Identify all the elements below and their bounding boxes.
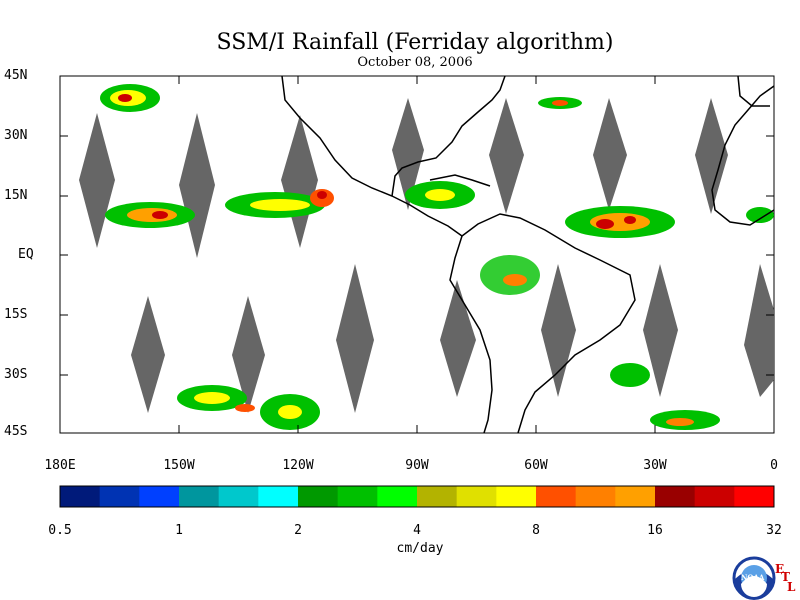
colorbar-segment xyxy=(99,486,140,507)
colorbar-segment xyxy=(575,486,616,507)
lat-label: 45S xyxy=(4,424,28,439)
rain-patch xyxy=(565,206,675,238)
colorbar-tick-label: 32 xyxy=(766,523,782,538)
rain-patch xyxy=(225,189,334,218)
map-title: SSM/I Rainfall (Ferriday algorithm) xyxy=(216,30,614,55)
colorbar-segment xyxy=(734,486,775,507)
lat-label: 30N xyxy=(4,128,28,143)
colorbar-segment xyxy=(179,486,220,507)
swath-gap xyxy=(232,296,265,413)
colorbar-segment xyxy=(496,486,537,507)
colorbar-segment xyxy=(417,486,458,507)
swath-gap xyxy=(336,264,374,413)
lon-label: 0 xyxy=(770,458,778,473)
rain-patch xyxy=(610,363,650,387)
lon-label: 30W xyxy=(643,458,667,473)
lon-label: 150W xyxy=(163,458,195,473)
rain-patch xyxy=(480,255,540,295)
swath-gap xyxy=(179,113,215,258)
south-america-coast xyxy=(461,213,636,434)
swath-gap xyxy=(281,115,318,248)
lat-label: EQ xyxy=(18,247,34,262)
colorbar-segment xyxy=(456,486,497,507)
map-date: October 08, 2006 xyxy=(357,55,473,70)
greenland-coast xyxy=(737,75,770,107)
colorbar-segment xyxy=(655,486,696,507)
colorbar-segment xyxy=(60,486,101,507)
rain-patch xyxy=(100,84,160,112)
coastlines xyxy=(281,75,775,434)
colorbar-frame xyxy=(59,485,775,508)
colorbar-segment xyxy=(298,486,339,507)
lab-letter: E xyxy=(775,562,785,576)
noaa-logo-text: NOAA xyxy=(741,573,765,582)
north-america-coast xyxy=(281,75,463,237)
lat-label: 15S xyxy=(4,307,28,322)
swath-gap xyxy=(79,113,115,248)
colorbar-units: cm/day xyxy=(396,541,444,556)
swath-gap xyxy=(643,264,678,397)
colorbar-tick-label: 0.5 xyxy=(48,523,72,538)
lon-label: 60W xyxy=(524,458,548,473)
axis-ticks xyxy=(59,75,775,434)
swath-gap xyxy=(440,280,476,397)
colorbar-tick-label: 8 xyxy=(532,523,540,538)
colorbar-segment xyxy=(337,486,378,507)
colorbar-segment xyxy=(694,486,735,507)
colorbar-tick-label: 1 xyxy=(175,523,183,538)
swath-gap xyxy=(489,98,524,214)
rain-patch xyxy=(650,410,720,430)
south-america-west-coast xyxy=(449,235,493,434)
swath-gap xyxy=(695,98,728,214)
rain-patch xyxy=(105,202,195,228)
rain-patch xyxy=(405,181,475,209)
rain-patch xyxy=(260,394,320,430)
rain-patch xyxy=(538,97,582,109)
swath-gap xyxy=(593,98,627,210)
rain-patch xyxy=(177,385,255,412)
gulf-coast xyxy=(391,75,506,197)
colorbar-segment xyxy=(615,486,656,507)
lat-label: 15N xyxy=(4,188,28,203)
lat-label: 30S xyxy=(4,367,28,382)
colorbar-segment xyxy=(139,486,180,507)
colorbar xyxy=(60,486,775,507)
colorbar-segment xyxy=(377,486,418,507)
swath-gap xyxy=(541,264,576,397)
lon-label: 120W xyxy=(282,458,314,473)
no-data-swaths xyxy=(79,98,774,413)
lon-label: 180E xyxy=(44,458,76,473)
noaa-logo xyxy=(732,556,776,600)
lon-label: 90W xyxy=(405,458,429,473)
swath-gap xyxy=(392,98,424,210)
colorbar-tick-label: 2 xyxy=(294,523,302,538)
colorbar-tick-label: 4 xyxy=(413,523,421,538)
colorbar-segment xyxy=(536,486,577,507)
rain-patch xyxy=(746,207,774,223)
lab-letter: T xyxy=(781,570,790,584)
swath-gap xyxy=(744,264,774,397)
colorbar-segment xyxy=(218,486,259,507)
colorbar-segment xyxy=(258,486,299,507)
colorbar-tick-label: 16 xyxy=(647,523,663,538)
rainfall-patches xyxy=(100,84,774,430)
lat-label: 45N xyxy=(4,68,28,83)
caribbean-islands xyxy=(429,174,491,187)
swath-gap xyxy=(131,296,165,413)
lab-letter: L xyxy=(787,580,796,594)
